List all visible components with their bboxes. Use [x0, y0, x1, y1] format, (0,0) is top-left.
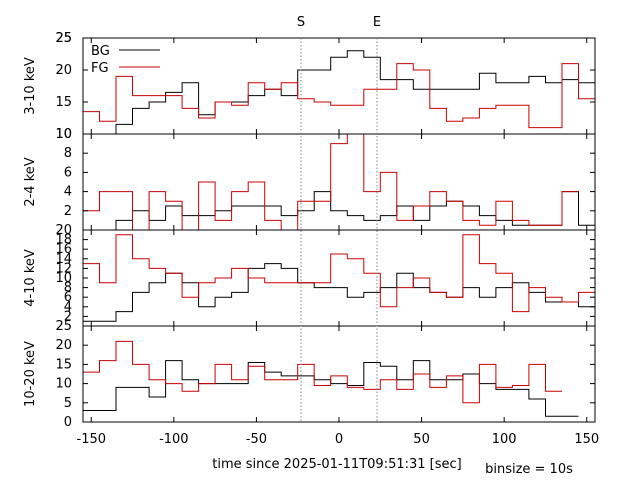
x-tick-label: 50: [413, 432, 430, 447]
y-axis-label: 3-10 keV: [23, 57, 38, 115]
series-fg-line: [83, 63, 595, 132]
panel-frame: [82, 37, 596, 135]
x-tick-label: -100: [159, 432, 189, 447]
marker-label-e: E: [373, 15, 381, 30]
y-tick-label: 16: [55, 242, 72, 257]
y-tick-label: 20: [55, 223, 72, 238]
y-tick-label: 20: [55, 338, 72, 353]
panel-4: 0 5 10 15 20 25 10-20 keV: [23, 319, 596, 430]
y-tick-label: 2: [64, 204, 72, 219]
panel-frame: [82, 325, 596, 423]
x-axis: -150 -100 -50 0 50 100 150: [77, 432, 600, 447]
x-tick-label: 100: [492, 432, 517, 447]
series-fg-line: [83, 134, 579, 230]
y-tick-label: 2: [64, 309, 72, 324]
y-axis-label: 10-20 keV: [23, 341, 38, 407]
y-tick-label: 6: [64, 290, 72, 305]
x-tick-label: -50: [246, 432, 267, 447]
y-tick-label: 4: [64, 300, 72, 315]
x-tick-label: 0: [335, 432, 343, 447]
series-bg-line: [83, 263, 595, 322]
x-axis-label: time since 2025-01-11T09:51:31 [sec]: [212, 457, 461, 472]
y-tick-label: 6: [64, 165, 72, 180]
y-tick-label: 0: [64, 415, 72, 430]
legend: BG FG: [91, 44, 160, 76]
legend-label-fg: FG: [91, 61, 109, 76]
y-tick-label: 25: [55, 31, 72, 46]
y-tick-label: 25: [55, 31, 72, 46]
y-tick-label: 12: [55, 261, 72, 276]
y-tick-label: 10: [55, 377, 72, 392]
series-bg-line: [83, 360, 579, 417]
y-tick-label: 18: [55, 233, 72, 248]
y-tick-label: 20: [55, 63, 72, 78]
y-tick-label: 14: [55, 252, 72, 267]
y-tick-label: 4: [64, 185, 72, 200]
panel-frame: [82, 133, 596, 231]
y-tick-label: 15: [55, 95, 72, 110]
x-tick-label: -150: [77, 432, 107, 447]
y-tick-label: 15: [55, 357, 72, 372]
y-tick-label: 5: [64, 396, 72, 411]
y-axis-label: 2-4 keV: [23, 157, 38, 206]
y-tick-label: 25: [55, 319, 72, 334]
binsize-label: binsize = 10s: [485, 462, 573, 477]
y-axis-label: 4-10 keV: [23, 249, 38, 307]
series-bg-line: [83, 191, 595, 230]
x-tick-label: 150: [574, 432, 599, 447]
series-bg-line: [83, 50, 595, 134]
marker-label-s: S: [297, 15, 305, 30]
legend-label-bg: BG: [91, 44, 110, 59]
series-fg-line: [83, 340, 562, 404]
y-tick-label: 10: [55, 127, 72, 142]
series-fg-line: [83, 234, 595, 313]
y-tick-label: 8: [64, 146, 72, 161]
y-tick-label: 10: [55, 271, 72, 286]
panel-2: 2 4 6 8 10 2-4 keV: [23, 127, 596, 231]
y-tick-label: 8: [64, 281, 72, 296]
y-tick-label: 10: [55, 127, 72, 142]
